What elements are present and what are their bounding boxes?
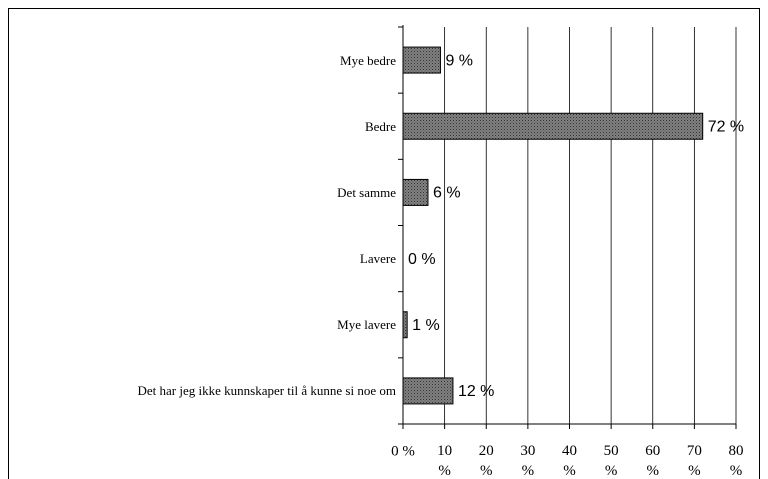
y-label-box: Lavere: [14, 234, 396, 284]
y-label-wrap: Mye lavere: [14, 300, 396, 350]
chart-border: [8, 8, 760, 479]
x-tick-label: 10%: [437, 443, 452, 479]
y-tick-label: Mye bedre: [340, 52, 396, 68]
value-label: 0 %: [408, 251, 436, 268]
x-tick-label: 70%: [687, 443, 702, 479]
y-tick-label: Det har jeg ikke kunnskaper til å kunne …: [137, 383, 397, 399]
value-label: 72 %: [708, 118, 744, 135]
x-tick-label: 0 %: [391, 443, 415, 459]
y-label-wrap: Mye bedre: [14, 35, 396, 85]
x-tick-label: 20%: [479, 443, 494, 479]
x-tick-label: 80%: [729, 443, 744, 479]
y-label-box: Det har jeg ikke kunnskaper til å kunne …: [14, 366, 397, 416]
y-tick-label: Det samme: [337, 184, 396, 200]
y-label-box: Bedre: [14, 101, 396, 151]
y-tick-label: Lavere: [359, 251, 396, 267]
y-label-box: Det samme: [14, 167, 396, 217]
x-tick-label: 60%: [645, 443, 660, 479]
value-label: 1 %: [412, 317, 440, 334]
bar: [402, 178, 429, 206]
bar: [402, 311, 408, 339]
value-label: 9 %: [445, 52, 473, 69]
bar: [402, 377, 454, 405]
x-tick-label: 40%: [562, 443, 577, 479]
y-label-box: Mye bedre: [14, 35, 396, 85]
y-label-box: Mye lavere: [14, 300, 396, 350]
y-label-wrap: Det har jeg ikke kunnskaper til å kunne …: [14, 366, 397, 416]
x-tick-label: 50%: [604, 443, 619, 479]
y-label-wrap: Bedre: [14, 101, 396, 151]
value-label: 6 %: [433, 185, 461, 202]
value-label: 12 %: [458, 383, 494, 400]
y-label-wrap: Det samme: [14, 167, 396, 217]
bar: [402, 46, 441, 74]
y-tick-label: Mye lavere: [337, 317, 396, 333]
y-label-wrap: Lavere: [14, 234, 396, 284]
x-tick-label: 30%: [520, 443, 535, 479]
y-tick-label: Bedre: [364, 118, 396, 134]
bar: [402, 112, 704, 140]
